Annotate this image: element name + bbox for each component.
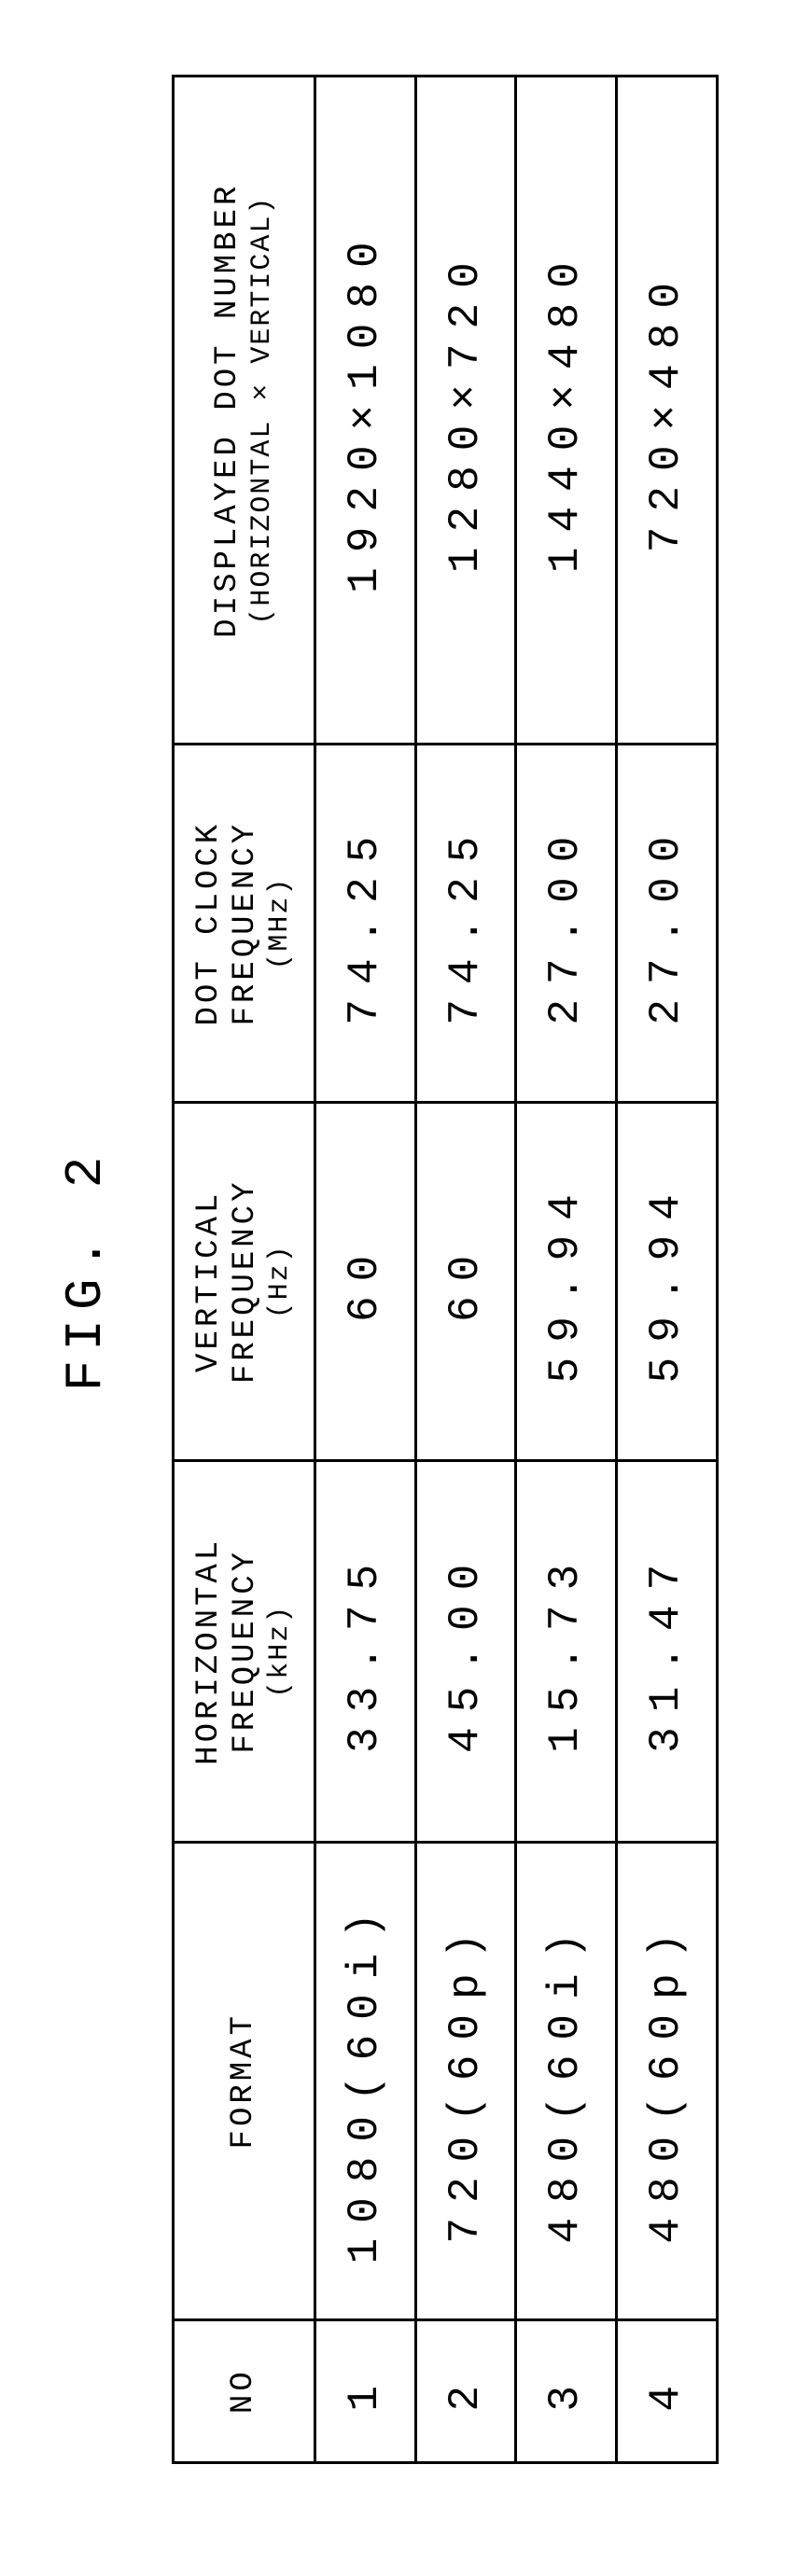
table-row: 3 480(60i) 15.73 59.94 27.00 1440×480 bbox=[516, 77, 617, 2463]
cell-no: 2 bbox=[415, 2319, 516, 2462]
col-header-format: FORMAT bbox=[174, 1842, 315, 2319]
col-header-dc-unit: (MHz) bbox=[264, 751, 297, 1095]
cell-hf: 45.00 bbox=[415, 1460, 516, 1842]
col-header-dot-clock: DOT CLOCK FREQUENCY (MHz) bbox=[174, 745, 315, 1103]
cell-dc: 74.25 bbox=[415, 745, 516, 1103]
col-header-hf-text: HORIZONTAL FREQUENCY bbox=[191, 1538, 263, 1765]
cell-dots: 1920×1080 bbox=[315, 77, 415, 745]
cell-format: 480(60p) bbox=[617, 1842, 718, 2319]
cell-hf: 33.75 bbox=[315, 1460, 415, 1842]
cell-vf: 59.94 bbox=[617, 1102, 718, 1460]
col-header-vf-text: VERTICAL FREQUENCY bbox=[191, 1179, 263, 1385]
col-header-vertical-frequency: VERTICAL FREQUENCY (Hz) bbox=[174, 1102, 315, 1460]
cell-dots: 1440×480 bbox=[516, 77, 617, 745]
table-header-row: NO FORMAT HORIZONTAL FREQUENCY (kHz) VER… bbox=[174, 77, 315, 2463]
cell-hf: 31.47 bbox=[617, 1460, 718, 1842]
figure-label: FIG. 2 bbox=[56, 75, 116, 2464]
col-header-dots-text: DISPLAYED DOT NUMBER bbox=[210, 183, 245, 638]
col-header-dc-text: DOT CLOCK FREQUENCY bbox=[191, 821, 263, 1026]
col-header-horizontal-frequency: HORIZONTAL FREQUENCY (kHz) bbox=[174, 1460, 315, 1842]
col-header-dots-unit: (HORIZONTAL × VERTICAL) bbox=[246, 83, 279, 737]
cell-no: 3 bbox=[516, 2319, 617, 2462]
cell-dc: 74.25 bbox=[315, 745, 415, 1103]
cell-no: 1 bbox=[315, 2319, 415, 2462]
col-header-vf-unit: (Hz) bbox=[264, 1109, 297, 1454]
cell-vf: 59.94 bbox=[516, 1102, 617, 1460]
table-row: 2 720(60p) 45.00 60 74.25 1280×720 bbox=[415, 77, 516, 2463]
cell-format: 480(60i) bbox=[516, 1842, 617, 2319]
cell-dots: 720×480 bbox=[617, 77, 718, 745]
format-table: NO FORMAT HORIZONTAL FREQUENCY (kHz) VER… bbox=[172, 75, 719, 2464]
cell-dc: 27.00 bbox=[617, 745, 718, 1103]
col-header-hf-unit: (kHz) bbox=[264, 1468, 297, 1835]
col-header-dots: DISPLAYED DOT NUMBER (HORIZONTAL × VERTI… bbox=[174, 77, 315, 745]
cell-format: 1080(60i) bbox=[315, 1842, 415, 2319]
cell-vf: 60 bbox=[315, 1102, 415, 1460]
col-header-no: NO bbox=[174, 2319, 315, 2462]
cell-vf: 60 bbox=[415, 1102, 516, 1460]
cell-format: 720(60p) bbox=[415, 1842, 516, 2319]
cell-dc: 27.00 bbox=[516, 745, 617, 1103]
table-row: 4 480(60p) 31.47 59.94 27.00 720×480 bbox=[617, 77, 718, 2463]
table-row: 1 1080(60i) 33.75 60 74.25 1920×1080 bbox=[315, 77, 415, 2463]
cell-dots: 1280×720 bbox=[415, 77, 516, 745]
cell-hf: 15.73 bbox=[516, 1460, 617, 1842]
cell-no: 4 bbox=[617, 2319, 718, 2462]
